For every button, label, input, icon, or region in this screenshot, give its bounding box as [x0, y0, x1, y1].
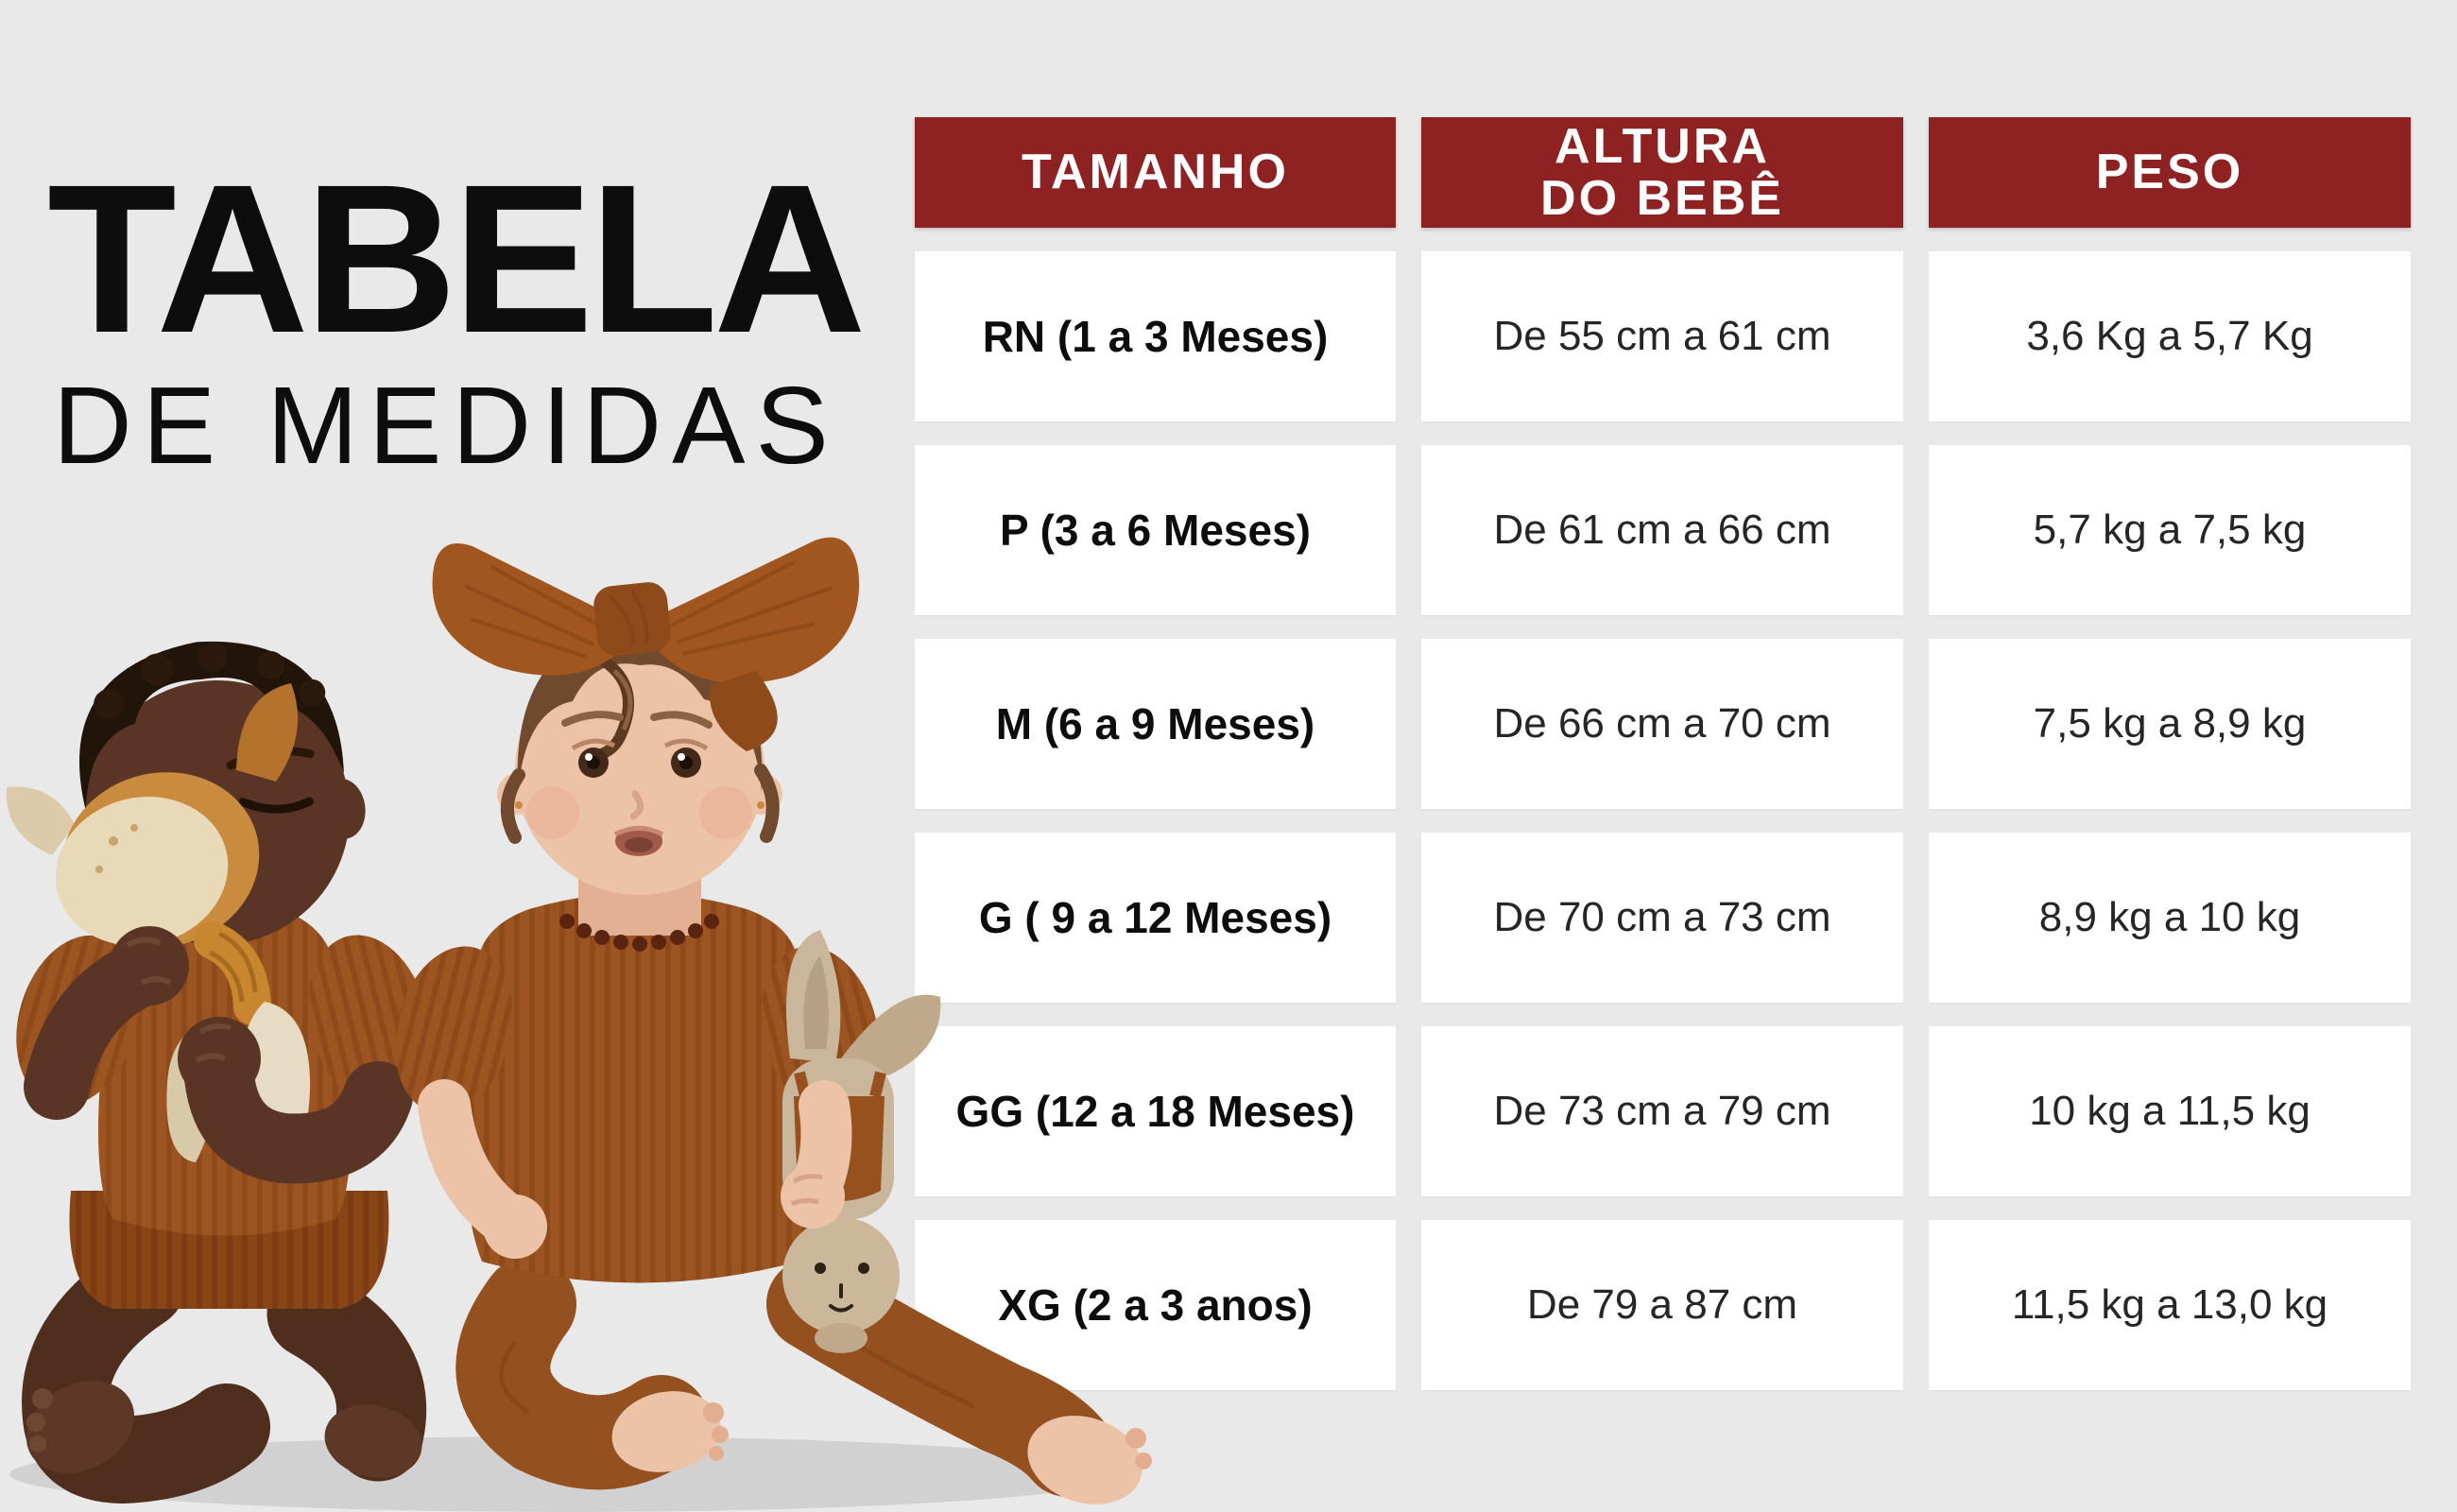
- bead-necklace: [559, 914, 719, 952]
- baby-girl: [394, 537, 1152, 1504]
- table-cell-size: GG (12 a 18 Meses): [915, 1026, 1396, 1196]
- table-cell-weight: 7,5 kg a 8,9 kg: [1929, 639, 2411, 809]
- table-cell-height: De 55 cm a 61 cm: [1421, 251, 1903, 421]
- table-cell-height: De 61 cm a 66 cm: [1421, 445, 1903, 615]
- table-cell-size: XG (2 a 3 anos): [915, 1220, 1396, 1390]
- table-cell-weight: 8,9 kg a 10 kg: [1929, 833, 2411, 1003]
- table-cell-size: G ( 9 a 12 Meses): [915, 833, 1396, 1003]
- title-line-1: TABELA: [47, 141, 867, 377]
- babies-photo: [0, 529, 1162, 1512]
- size-table: TAMANHO ALTURA DO BEBÊ PESO RN (1 a 3 Me…: [915, 117, 2411, 1390]
- table-cell-weight: 11,5 kg a 13,0 kg: [1929, 1220, 2411, 1390]
- title-line-2: DE MEDIDAS: [53, 364, 839, 487]
- table-cell-weight: 3,6 Kg a 5,7 Kg: [1929, 251, 2411, 421]
- table-cell-size: M (6 a 9 Meses): [915, 639, 1396, 809]
- babies-photo-illustration: [6, 537, 1152, 1512]
- table-header-peso: PESO: [1929, 117, 2411, 228]
- table-cell-size: RN (1 a 3 Meses): [915, 251, 1396, 421]
- table-cell-height: De 73 cm a 79 cm: [1421, 1026, 1903, 1196]
- table-header-altura: ALTURA DO BEBÊ: [1421, 117, 1903, 228]
- table-cell-size: P (3 a 6 Meses): [915, 445, 1396, 615]
- hair-bow: [432, 537, 860, 751]
- table-cell-height: De 79 a 87 cm: [1421, 1220, 1903, 1390]
- page-title: TABELA DE MEDIDAS: [47, 141, 867, 487]
- table-cell-height: De 66 cm a 70 cm: [1421, 639, 1903, 809]
- table-cell-weight: 10 kg a 11,5 kg: [1929, 1026, 2411, 1196]
- table-cell-height: De 70 cm a 73 cm: [1421, 833, 1903, 1003]
- table-cell-weight: 5,7 kg a 7,5 kg: [1929, 445, 2411, 615]
- boy-hair: [79, 641, 344, 810]
- plush-horse: [6, 683, 311, 1175]
- table-header-tamanho: TAMANHO: [915, 117, 1396, 228]
- baby-boy: [6, 641, 430, 1504]
